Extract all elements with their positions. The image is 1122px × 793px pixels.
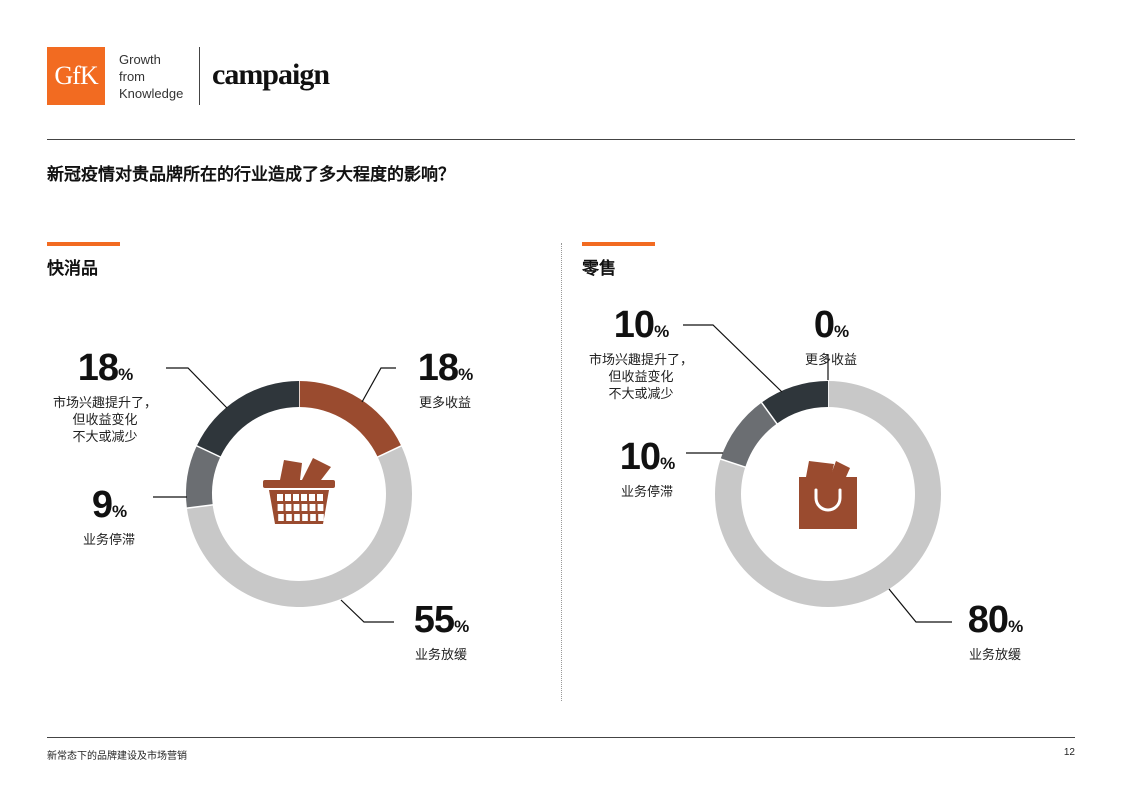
data-label: 9 xyxy=(91,484,113,526)
basket-icon xyxy=(293,504,300,511)
header-divider xyxy=(199,47,200,105)
tagline-line: Knowledge xyxy=(119,86,184,101)
basket-icon xyxy=(277,504,284,511)
segment-desc: 市场兴趣提升了， xyxy=(588,352,693,367)
data-label: 18 xyxy=(417,347,459,389)
campaign-logo: campaign xyxy=(212,58,330,91)
segment-label-stagnant: 10% 业务停滞 xyxy=(602,438,692,500)
segment-label-slowdown: 80% 业务放缓 xyxy=(950,601,1040,663)
segment-label-no-change: 18% 市场兴趣提升了， 但收益变化 不大或减少 xyxy=(40,349,170,445)
segment-separator xyxy=(195,444,222,459)
segment-separator xyxy=(376,444,403,459)
segment-desc: 业务放缓 xyxy=(414,647,467,662)
basket-icon xyxy=(317,494,323,501)
segment-separator xyxy=(185,504,214,510)
footer-rule xyxy=(47,737,1075,738)
donut-segment xyxy=(761,381,828,424)
page-title: 新冠疫情对贵品牌所在的行业造成了多大程度的影响？ xyxy=(47,165,455,184)
data-label: 10 xyxy=(619,436,661,478)
header-rule xyxy=(47,139,1075,140)
data-label: 80 xyxy=(967,599,1009,641)
leader-line xyxy=(888,588,952,623)
gfk-logo-text: GfK xyxy=(54,61,98,90)
leader-line xyxy=(340,599,394,623)
percent-sign: % xyxy=(660,454,675,473)
segment-desc: 业务放缓 xyxy=(968,647,1021,662)
data-label: 0 xyxy=(813,304,835,346)
section-divider xyxy=(561,243,562,701)
data-label: 10 xyxy=(613,304,655,346)
tagline-line: from xyxy=(119,69,145,84)
basket-icon xyxy=(310,514,316,521)
basket-icon xyxy=(285,494,291,501)
basket-icon xyxy=(280,460,302,480)
percent-sign: % xyxy=(1008,617,1023,636)
basket-icon xyxy=(317,504,324,511)
leader-line xyxy=(361,367,396,403)
segment-separator xyxy=(719,458,747,469)
basket-icon xyxy=(293,494,299,501)
donut-segment xyxy=(720,402,777,468)
donut-segment xyxy=(186,445,412,608)
segment-desc: 但收益变化 xyxy=(72,412,138,427)
section-title-fmcg: 快消品 xyxy=(47,259,98,278)
percent-sign: % xyxy=(834,322,849,341)
page-number: 12 xyxy=(1063,747,1075,758)
segment-label-more-revenue: 0% 更多收益 xyxy=(786,306,876,368)
segment-label-no-change: 10% 市场兴趣提升了， 但收益变化 不大或减少 xyxy=(576,306,706,402)
section-accent-bar xyxy=(582,242,655,246)
basket-icon xyxy=(318,514,324,521)
percent-sign: % xyxy=(454,617,469,636)
segment-desc: 业务停滞 xyxy=(82,532,135,547)
gfk-tagline: Growth from Knowledge xyxy=(119,51,209,102)
gfk-logo: GfK xyxy=(47,47,105,105)
basket-icon xyxy=(309,504,316,511)
data-label: 55 xyxy=(413,599,455,641)
segment-desc: 业务停滞 xyxy=(620,484,673,499)
donut-segment xyxy=(299,380,402,457)
segment-desc: 不大或减少 xyxy=(72,429,138,444)
segment-separator xyxy=(760,401,779,425)
segment-label-stagnant: 9% 业务停滞 xyxy=(64,486,154,548)
segment-desc: 更多收益 xyxy=(418,395,471,410)
segment-desc: 但收益变化 xyxy=(608,369,674,384)
tagline-line: Growth xyxy=(119,52,161,67)
donut-segment xyxy=(196,381,299,457)
percent-sign: % xyxy=(118,365,133,384)
shopping-bag-icon xyxy=(830,461,850,477)
basket-icon xyxy=(286,514,292,521)
section-accent-bar xyxy=(47,242,120,246)
basket-icon xyxy=(309,494,315,501)
data-label: 18 xyxy=(77,347,119,389)
basket-icon xyxy=(301,504,308,511)
section-title-retail: 零售 xyxy=(582,259,616,278)
basket-icon xyxy=(278,514,284,521)
shopping-bag-icon xyxy=(814,488,842,512)
basket-icon xyxy=(277,494,283,501)
basket-icon xyxy=(263,480,335,488)
basket-icon xyxy=(301,494,307,501)
segment-desc: 更多收益 xyxy=(804,352,857,367)
donut-segment xyxy=(186,445,221,509)
shopping-bag-icon xyxy=(806,461,834,477)
leader-line xyxy=(166,367,228,409)
basket-icon xyxy=(294,514,300,521)
basket-icon xyxy=(285,504,292,511)
segment-desc: 不大或减少 xyxy=(608,386,674,401)
segment-desc: 市场兴趣提升了， xyxy=(52,395,157,410)
percent-sign: % xyxy=(112,502,127,521)
segment-label-slowdown: 55% 业务放缓 xyxy=(396,601,486,663)
percent-sign: % xyxy=(458,365,473,384)
shopping-bag-icon xyxy=(799,477,857,529)
basket-icon xyxy=(302,458,331,480)
leader-line xyxy=(683,324,783,393)
footer-title: 新常态下的品牌建设及市场营销 xyxy=(47,751,187,762)
segment-label-more-revenue: 18% 更多收益 xyxy=(400,349,490,411)
basket-icon xyxy=(302,514,308,521)
percent-sign: % xyxy=(654,322,669,341)
